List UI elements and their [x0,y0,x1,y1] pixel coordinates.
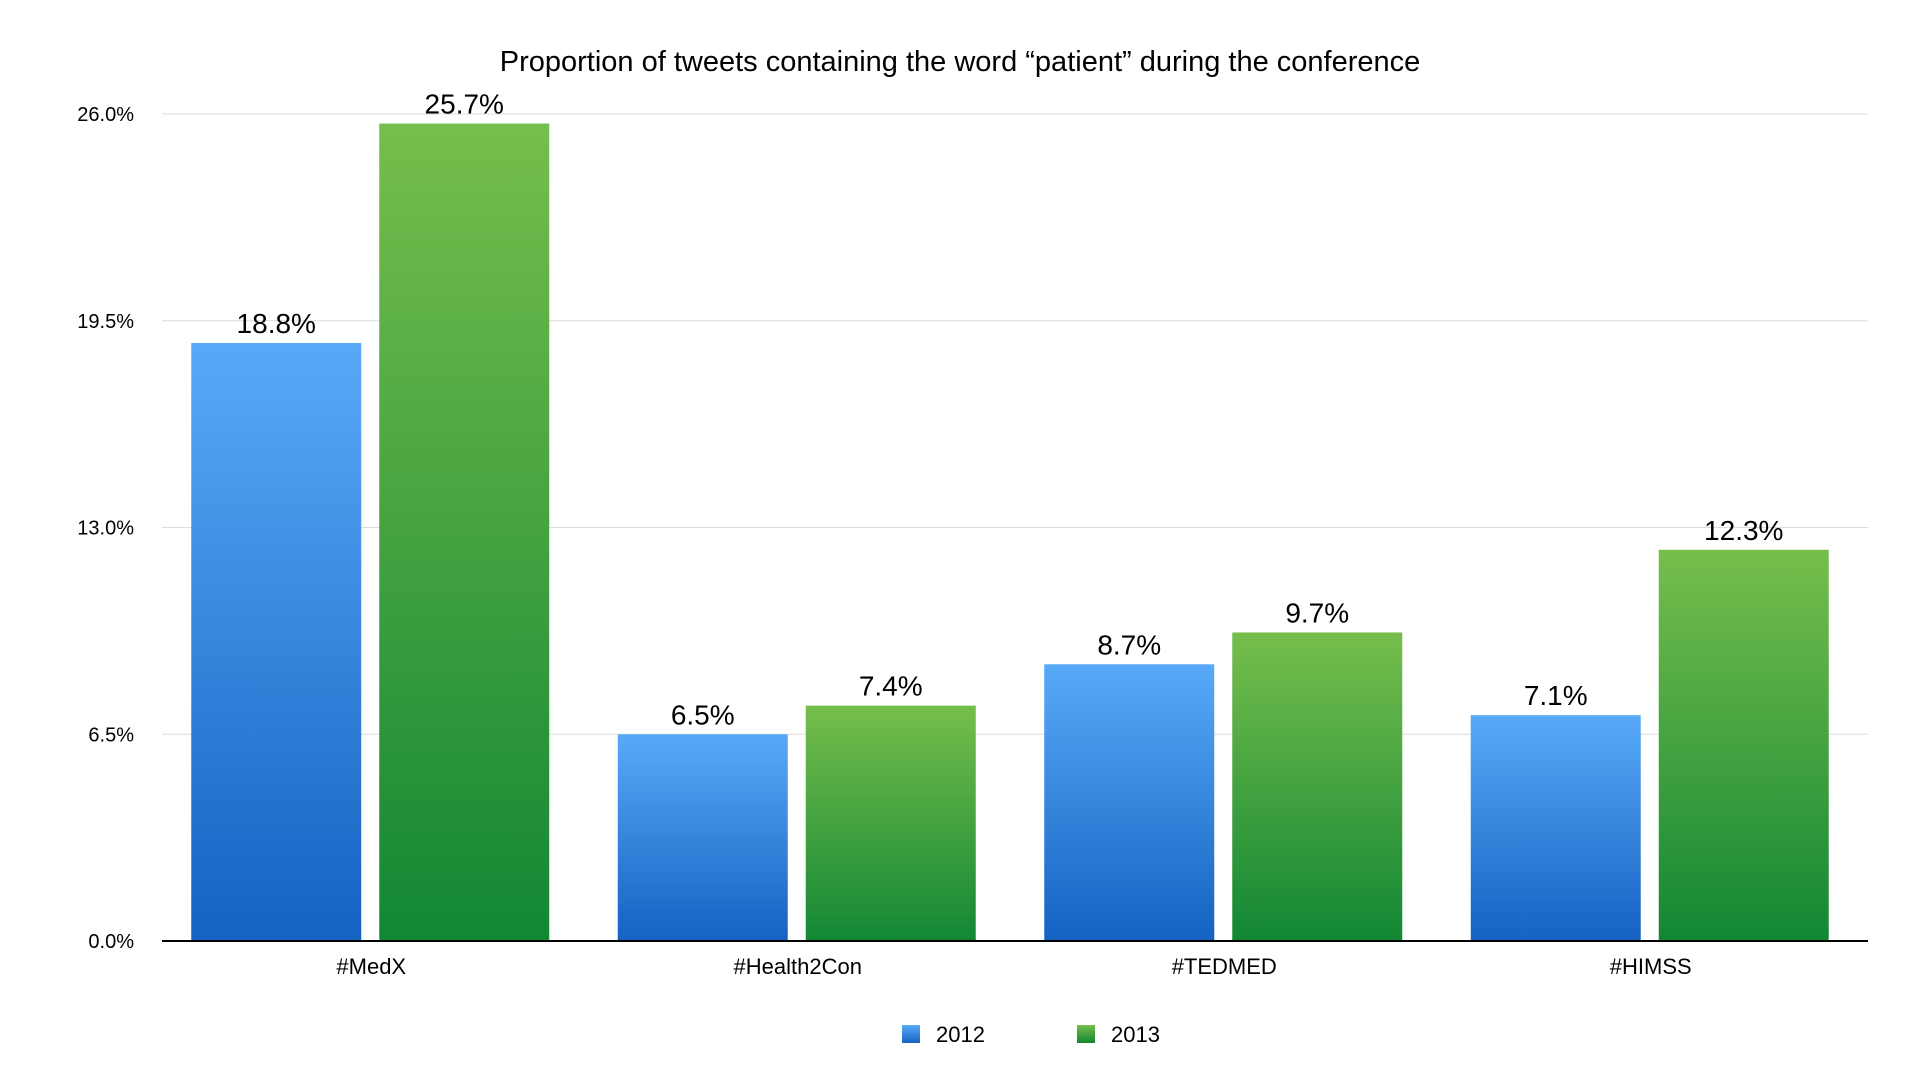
y-tick-label: 13.0% [77,518,134,540]
data-label: 9.7% [1285,597,1349,628]
legend-swatch-2012 [902,1025,920,1043]
bar-2013 [1232,632,1403,941]
data-label: 12.3% [1704,515,1783,546]
bar-2012 [1044,664,1215,941]
bar-2013 [805,705,976,941]
bar-2013 [379,123,550,942]
bar-2013 [1658,549,1829,941]
data-label: 25.7% [425,89,504,120]
y-tick-label: 0.0% [88,931,134,953]
data-label: 8.7% [1097,629,1161,660]
y-tick-label: 6.5% [88,724,134,746]
legend-label: 2012 [936,1022,985,1047]
data-label: 6.5% [671,699,735,730]
chart-title: Proportion of tweets containing the word… [499,46,1421,78]
y-tick-label: 19.5% [77,311,134,333]
y-tick-label: 26.0% [77,104,134,126]
data-label: 7.4% [859,671,923,702]
bar-2012 [617,734,788,941]
legend-label: 2013 [1111,1022,1160,1047]
x-tick-label: #MedX [336,954,406,979]
bar-2012 [1470,715,1641,941]
data-label: 7.1% [1524,680,1588,711]
x-tick-label: #Health2Con [734,954,862,979]
data-label: 18.8% [237,308,316,339]
bar-2012 [191,343,362,941]
legend-swatch-2013 [1077,1025,1095,1043]
x-tick-label: #TEDMED [1172,954,1277,979]
x-tick-label: #HIMSS [1610,954,1692,979]
